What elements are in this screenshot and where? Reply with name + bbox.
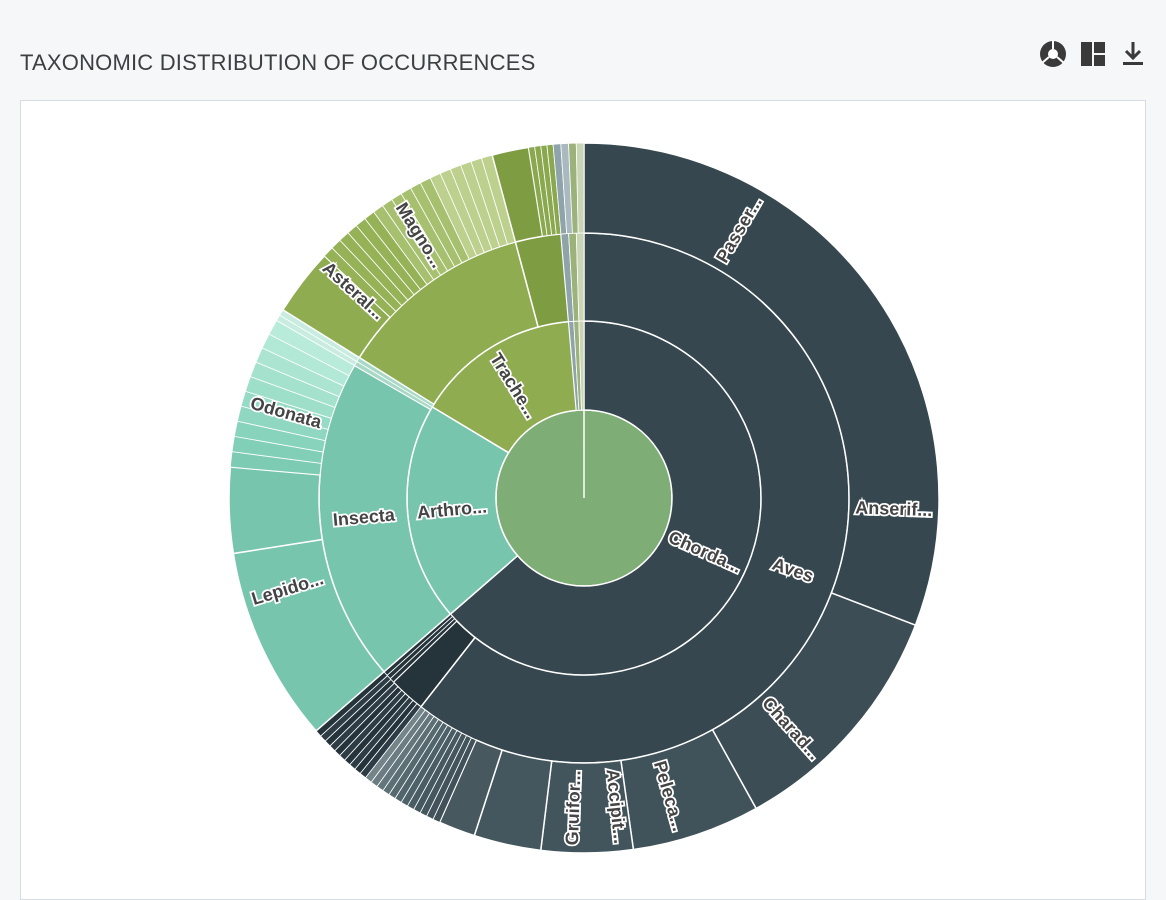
- label-order-anseriformes: Anserif...: [855, 497, 933, 520]
- chart-toolbar: [1038, 38, 1148, 70]
- sunburst-chart: Chorda...Arthro...Trache...AvesInsectaPa…: [228, 142, 940, 854]
- arc-order-passeriformes[interactable]: [583, 142, 940, 627]
- arc-order-minor-3[interactable]: [575, 142, 585, 234]
- page-title: TAXONOMIC DISTRIBUTION OF OCCURRENCES: [20, 50, 536, 75]
- arc-order-odonata[interactable]: [228, 466, 324, 555]
- sunburst-center[interactable]: [495, 409, 673, 587]
- download-icon[interactable]: [1118, 38, 1148, 70]
- treemap-icon[interactable]: [1078, 38, 1108, 70]
- sunburst-icon[interactable]: [1038, 38, 1068, 70]
- chart-card: Chorda... Arthro... Trache... Aves Insecta Pa…: [20, 100, 1146, 900]
- label-order-gruiformes: Gruifor...: [562, 770, 585, 846]
